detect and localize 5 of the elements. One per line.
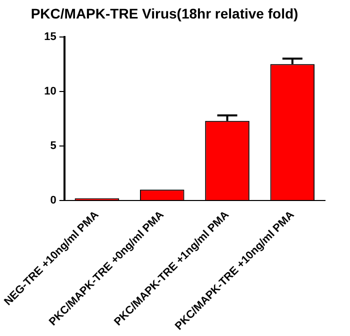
chart-title: PKC/MAPK-TRE Virus(18hr relative fold) — [30, 5, 298, 22]
y-tick-label: 10 — [44, 85, 56, 98]
y-tick-label: 5 — [50, 140, 56, 152]
y-tick-label: 0 — [50, 194, 56, 207]
y-tick-label: 15 — [44, 30, 56, 43]
